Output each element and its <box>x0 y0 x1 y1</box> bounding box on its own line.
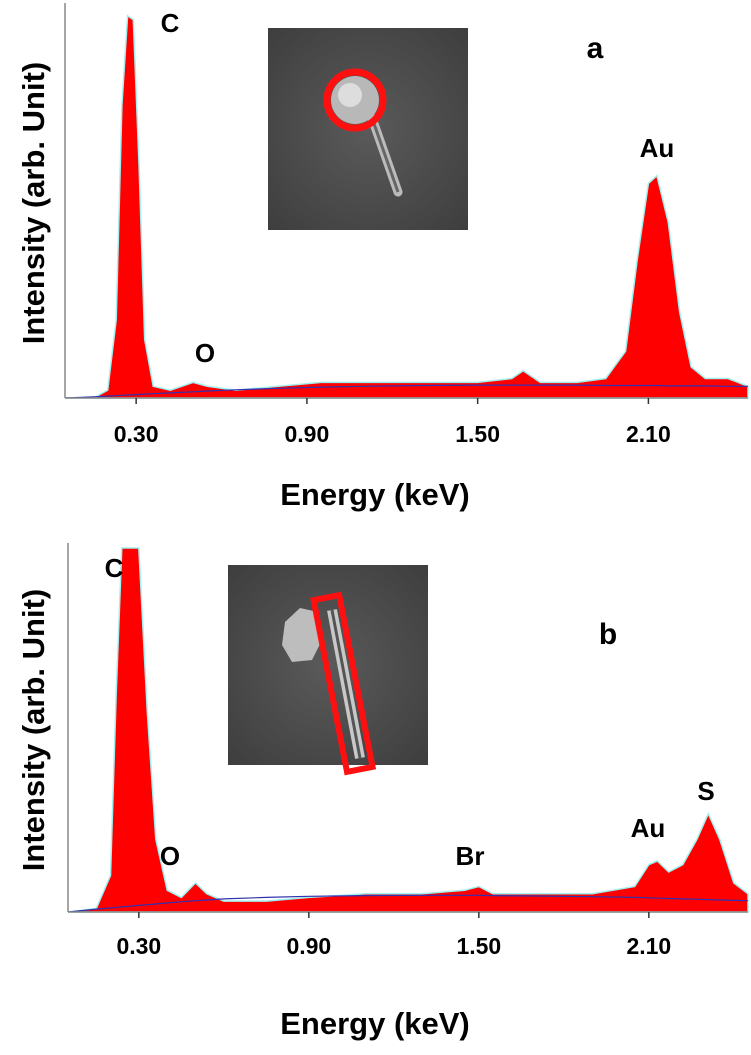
y-axis-title: Intensity (arb. Unit) <box>16 589 51 871</box>
peak-label: C <box>161 8 180 38</box>
panel-label: b <box>599 618 617 651</box>
peak-label: Br <box>456 841 485 871</box>
peak-label: Au <box>631 813 666 843</box>
x-tick-label: 0.90 <box>285 421 330 447</box>
background-line <box>67 894 749 913</box>
panel-label: a <box>587 32 604 65</box>
spectrum-area <box>67 547 749 913</box>
x-axis-title: Energy (keV) <box>280 1006 470 1041</box>
spectrum-area <box>65 14 749 399</box>
x-tick-label: 0.90 <box>286 933 331 959</box>
x-tick-label: 2.10 <box>626 933 671 959</box>
y-axis-title: Intensity (arb. Unit) <box>16 62 51 344</box>
background-line <box>64 384 748 399</box>
inset-image-a <box>268 28 468 230</box>
peak-label: O <box>195 338 215 368</box>
inset-image-b <box>228 565 428 776</box>
peak-label: Au <box>640 133 675 163</box>
x-tick-label: 1.50 <box>456 933 501 959</box>
peak-label: C <box>105 553 124 583</box>
x-tick-label: 2.10 <box>626 421 671 447</box>
peak-label: O <box>160 841 180 871</box>
peak-label: S <box>697 776 714 806</box>
x-axis-title: Energy (keV) <box>280 477 470 512</box>
x-tick-label: 1.50 <box>455 421 500 447</box>
x-tick-label: 0.30 <box>114 421 159 447</box>
x-tick-label: 0.30 <box>116 933 161 959</box>
